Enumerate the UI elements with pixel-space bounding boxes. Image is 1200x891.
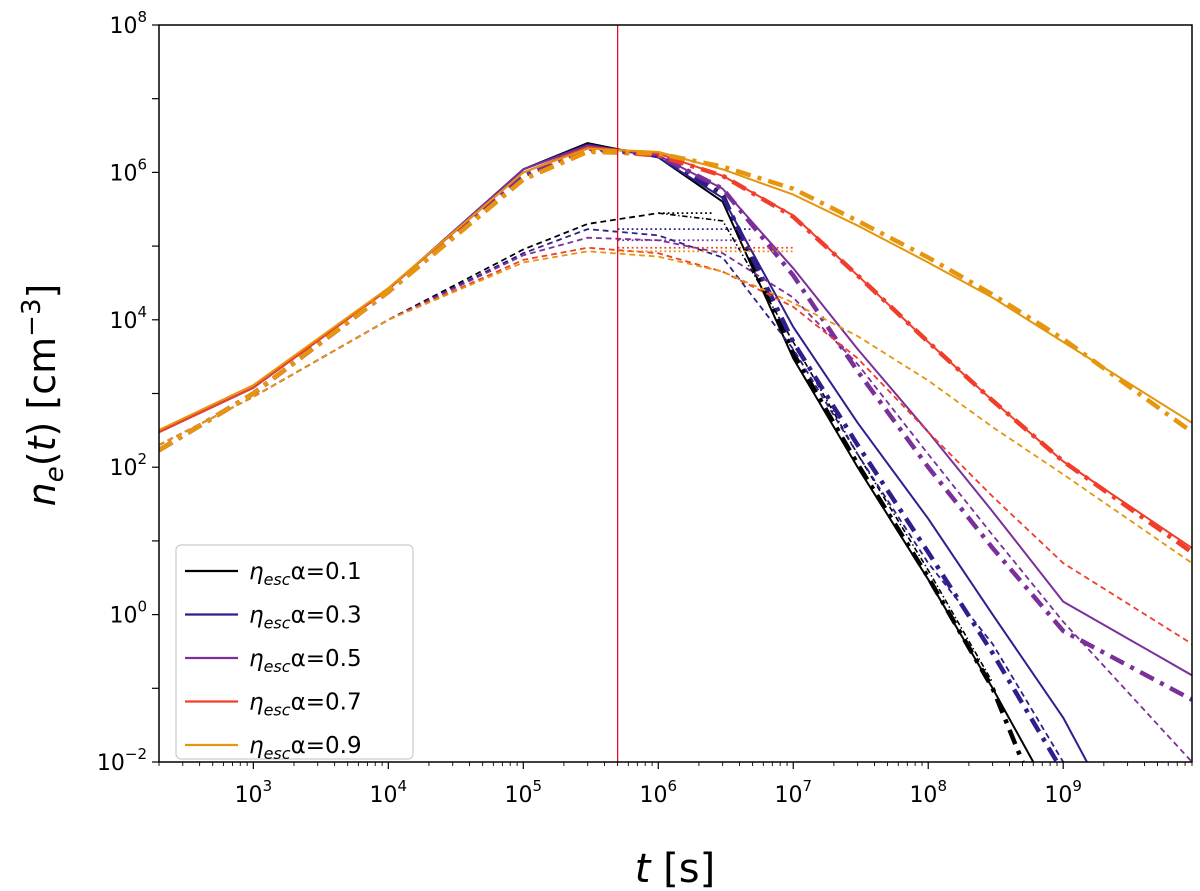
legend-label: ηescα=0.1 (249, 559, 362, 589)
legend-label: ηescα=0.5 (249, 646, 362, 676)
x-tick-label: 107 (774, 777, 812, 808)
series-solid-0.9 (159, 147, 1192, 431)
y-axis-ticks: 10−2 100 102 104 106 108 (97, 8, 159, 776)
y-tick-label: 10−2 (97, 745, 147, 776)
x-tick-label: 105 (505, 777, 543, 808)
series-dashdot-0.7 (159, 147, 1192, 555)
x-axis-ticks: 103 104 105 106 107 108 109 (158, 762, 1193, 808)
y-tick-label: 104 (109, 303, 147, 334)
series-solid-0.7 (159, 146, 1192, 549)
y-tick-label: 106 (109, 155, 147, 186)
x-tick-label: 103 (235, 777, 273, 808)
legend-label: ηescα=0.7 (249, 690, 362, 720)
y-tick-label: 108 (109, 8, 147, 39)
legend-box (175, 544, 414, 760)
series-dashdot-0.9 (159, 149, 1192, 453)
series-dashed-0.9 (159, 250, 1192, 564)
x-tick-label: 108 (909, 777, 947, 808)
x-tick-label: 106 (639, 777, 677, 808)
x-axis-label: t [s] (635, 846, 715, 891)
legend-label: ηescα=0.9 (249, 733, 362, 763)
legend-label: ηescα=0.3 (249, 603, 362, 633)
series-layer (159, 142, 1192, 762)
series-dashed-0.7 (159, 246, 1192, 645)
x-tick-label: 109 (1044, 777, 1082, 808)
y-tick-label: 100 (109, 598, 147, 629)
series-dashdotthin-0.1 (658, 212, 994, 683)
legend: ηescα=0.1 ηescα=0.3 ηescα=0.5 ηescα=0.7 ηesc… (175, 544, 414, 763)
series-dashed-0.5 (159, 236, 1192, 762)
x-tick-label: 104 (370, 777, 408, 808)
y-axis-label: ne(t) [cm−3] (17, 284, 70, 507)
y-tick-label: 102 (109, 450, 147, 481)
